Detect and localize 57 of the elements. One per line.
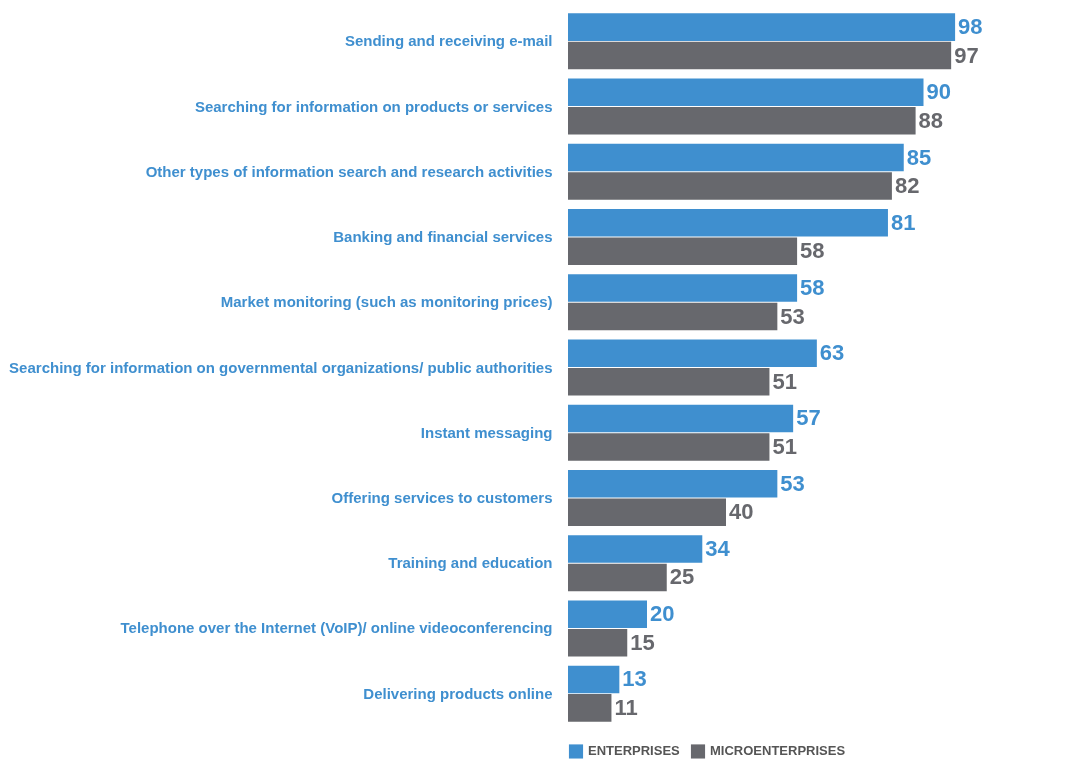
data-label: 57 bbox=[796, 405, 821, 431]
y-tick-label: Delivering products online bbox=[363, 684, 553, 702]
data-label: 51 bbox=[772, 433, 797, 459]
bar bbox=[568, 78, 924, 107]
y-tick-label: Sending and receiving e-mail bbox=[344, 32, 553, 50]
data-label: 25 bbox=[669, 564, 695, 590]
bar bbox=[568, 563, 667, 592]
bar bbox=[568, 274, 798, 302]
bar bbox=[568, 302, 778, 331]
data-label: 82 bbox=[894, 173, 920, 199]
bar bbox=[568, 367, 770, 396]
bar bbox=[568, 339, 817, 368]
bar bbox=[568, 404, 794, 433]
bar bbox=[568, 535, 703, 563]
bar bbox=[568, 106, 916, 135]
data-label: 58 bbox=[800, 238, 825, 264]
bar bbox=[568, 143, 904, 172]
data-label: 34 bbox=[705, 535, 731, 561]
data-label: 85 bbox=[906, 144, 932, 170]
data-label: 81 bbox=[890, 209, 916, 235]
data-label: 58 bbox=[800, 275, 825, 301]
y-tick-label: Telephone over the Internet (VoIP)/ online videoconferencing bbox=[120, 619, 553, 637]
data-label: 51 bbox=[772, 368, 797, 394]
data-label: 98 bbox=[958, 14, 983, 40]
data-label: 20 bbox=[650, 601, 675, 627]
y-tick-label: Searching for information on products or services bbox=[194, 97, 553, 115]
y-tick-label: Searching for information on governmental organizations/ public authorities bbox=[9, 358, 553, 376]
y-tick-label: Market monitoring (such as monitoring prices) bbox=[220, 293, 553, 311]
data-label: 97 bbox=[954, 42, 979, 68]
bar bbox=[568, 433, 770, 461]
data-label: 11 bbox=[614, 694, 638, 720]
y-tick-label: Banking and financial services bbox=[333, 228, 553, 246]
data-label: 53 bbox=[780, 303, 805, 329]
legend-label: ENTERPRISES bbox=[588, 743, 681, 759]
bar bbox=[568, 237, 798, 266]
bar bbox=[568, 469, 778, 498]
data-label: 40 bbox=[729, 499, 754, 525]
y-tick-label: Offering services to customers bbox=[331, 488, 553, 506]
bar bbox=[568, 41, 952, 70]
data-label: 88 bbox=[918, 107, 944, 133]
bar bbox=[568, 208, 888, 237]
bar bbox=[568, 665, 620, 694]
bar bbox=[568, 600, 647, 629]
y-tick-label: Instant messaging bbox=[420, 423, 553, 441]
legend-label: MICROENTERPRISES bbox=[710, 743, 846, 759]
data-label: 90 bbox=[926, 79, 951, 105]
data-label: 63 bbox=[819, 340, 845, 366]
bar bbox=[568, 172, 892, 200]
data-label: 53 bbox=[780, 470, 805, 496]
data-label: 13 bbox=[622, 666, 647, 692]
y-tick-label: Other types of information search and research activities bbox=[145, 162, 553, 180]
bar bbox=[568, 628, 628, 657]
bar bbox=[568, 498, 726, 527]
bar bbox=[568, 694, 612, 722]
data-label: 15 bbox=[630, 629, 655, 655]
bar bbox=[568, 13, 956, 41]
y-tick-label: Training and education bbox=[388, 554, 553, 572]
